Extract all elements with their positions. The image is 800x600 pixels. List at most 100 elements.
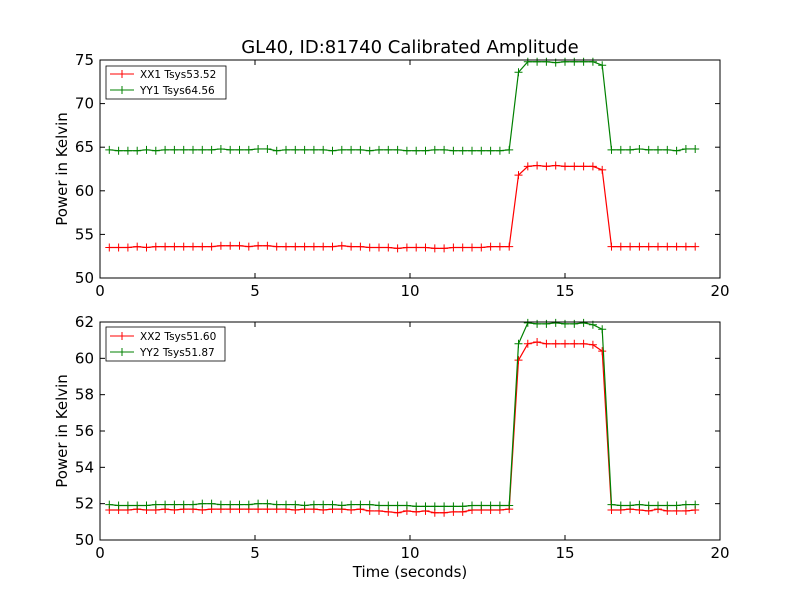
bottom-series-1-marker [523, 318, 532, 327]
top-series-1-marker [300, 145, 309, 154]
bottom-series-1-marker [328, 500, 337, 509]
top-series-0-marker [319, 242, 328, 251]
top-series-1-marker [514, 68, 523, 77]
top-series-1-marker [449, 146, 458, 155]
top-y-tick-label: 60 [75, 182, 94, 200]
top-series-1-marker [244, 145, 253, 154]
top-series-1-marker [505, 145, 514, 154]
top-legend-label-xx1: XX1 Tsys53.52 [140, 69, 216, 81]
top-series-1-marker [309, 145, 318, 154]
bottom-series-1-marker [235, 500, 244, 509]
top-series-0-marker [402, 243, 411, 252]
top-series-0-marker [133, 242, 142, 251]
top-series-0-marker [375, 243, 383, 252]
bottom-series-1-marker [347, 500, 356, 509]
top-series-1-marker [644, 145, 653, 154]
top-series-1-marker [393, 145, 402, 154]
top-y-tick-label: 65 [75, 138, 94, 156]
top-series-0-marker [514, 171, 523, 180]
top-y-tick-label: 55 [75, 225, 94, 243]
top-series-0-marker [644, 242, 653, 251]
bottom-series-1-marker [505, 501, 514, 510]
top-series-1-marker [616, 145, 625, 154]
bottom-series-1-marker [672, 501, 681, 510]
top-series-0-marker [570, 162, 579, 171]
bottom-series-1-marker [189, 500, 197, 509]
top-series-0-marker [291, 242, 300, 251]
top-series-1-marker [440, 145, 449, 154]
top-series-line-1 [109, 61, 696, 152]
bottom-x-tick-label: 15 [555, 544, 574, 562]
top-series-1-marker [588, 57, 597, 66]
top-series-1-marker [468, 146, 476, 155]
top-series-0-marker [105, 243, 114, 252]
bottom-legend-label-xx2: XX2 Tsys51.60 [140, 331, 216, 343]
chart-title: GL40, ID:81740 Calibrated Amplitude [241, 37, 579, 58]
top-series-1-marker [365, 146, 374, 155]
bottom-series-0-marker [542, 339, 551, 348]
bottom-series-1-marker [337, 501, 346, 510]
top-series-0-marker [449, 243, 458, 252]
top-series-0-marker [207, 242, 216, 251]
top-series-0-marker [495, 242, 504, 251]
bottom-series-1-marker [579, 318, 588, 327]
bottom-x-tick-label: 20 [710, 544, 729, 562]
top-series-0-marker [681, 242, 690, 251]
top-series-lines [105, 57, 700, 253]
top-x-tick-label: 5 [250, 282, 260, 300]
bottom-series-1-marker [495, 501, 504, 510]
bottom-series-1-marker [384, 501, 393, 510]
bottom-series-1-marker [421, 502, 430, 511]
bottom-series-1-marker [551, 318, 560, 327]
bottom-series-1-marker [375, 501, 383, 510]
bottom-series-0-marker [551, 339, 560, 348]
top-series-1-marker [347, 145, 356, 154]
bottom-series-1-marker [542, 319, 551, 328]
top-series-0-marker [179, 242, 188, 251]
bottom-series-1-marker [449, 502, 458, 511]
top-series-0-marker [142, 243, 151, 252]
bottom-series-1-marker [477, 501, 486, 510]
top-series-0-marker [523, 162, 532, 171]
bottom-series-1-marker [393, 501, 402, 510]
top-series-0-marker [421, 243, 430, 252]
top-series-1-marker [375, 145, 383, 154]
top-series-1-marker [626, 145, 635, 154]
top-series-0-marker [458, 243, 467, 252]
bottom-series-1-marker [161, 500, 170, 509]
top-series-0-marker [616, 242, 625, 251]
top-series-0-marker [486, 242, 495, 251]
top-series-1-marker [579, 57, 588, 66]
bottom-series-1-marker [486, 501, 495, 510]
top-series-1-marker [384, 145, 393, 154]
bottom-series-1-marker [365, 500, 374, 509]
top-series-1-marker [216, 144, 225, 153]
bottom-series-1-marker [142, 501, 151, 510]
bottom-x-tick-label: 10 [400, 544, 419, 562]
bottom-legend-box [105, 326, 226, 362]
top-series-1-marker [691, 144, 700, 153]
top-series-0-marker [226, 241, 235, 250]
bottom-series-0-marker [570, 339, 579, 348]
top-series-1-marker [681, 144, 690, 153]
top-x-tick-label: 20 [710, 282, 729, 300]
top-series-1-marker [430, 145, 439, 154]
bottom-series-line-0 [109, 341, 696, 514]
top-series-0-marker [607, 242, 616, 251]
top-series-1-marker [477, 146, 486, 155]
bottom-series-1-marker [114, 501, 123, 510]
top-series-1-marker [356, 145, 365, 154]
top-series-0-marker [337, 241, 346, 250]
bottom-series-line-1 [109, 322, 696, 507]
bottom-series-lines [105, 318, 700, 517]
bottom-x-tick-label: 5 [250, 544, 260, 562]
bottom-series-1-marker [607, 500, 616, 509]
bottom-series-1-marker [402, 501, 411, 510]
top-series-1-marker [133, 146, 142, 155]
top-legend-box [105, 65, 227, 100]
bottom-series-1-marker [616, 501, 625, 510]
top-series-0-marker [384, 243, 393, 252]
top-series-0-marker [123, 243, 132, 252]
top-y-axis-label: Power in Kelvin [53, 112, 71, 226]
top-series-0-marker [588, 162, 597, 171]
